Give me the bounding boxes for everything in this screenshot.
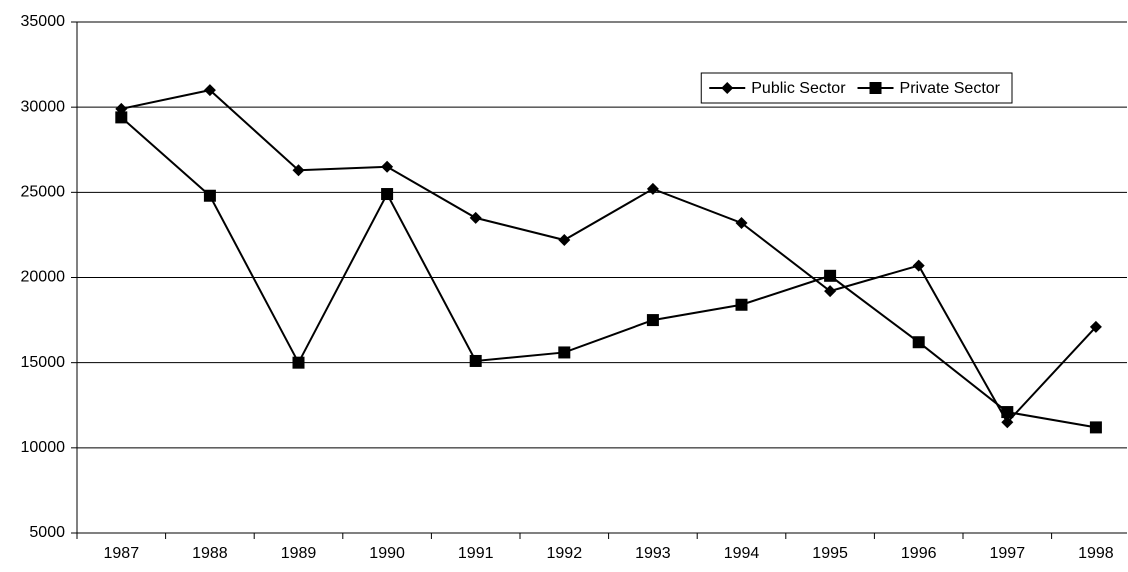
y-tick-label: 35000 <box>21 13 66 30</box>
x-tick-label: 1998 <box>1078 545 1114 562</box>
data-point <box>203 189 216 202</box>
data-point <box>646 182 659 195</box>
x-tick-label: 1991 <box>458 545 494 562</box>
x-tick-label: 1988 <box>192 545 228 562</box>
legend-marker <box>869 82 882 94</box>
x-tick-label: 1990 <box>369 545 405 562</box>
x-tick-label: 1989 <box>281 545 317 562</box>
data-point <box>735 298 748 311</box>
data-point <box>824 285 837 298</box>
y-tick-label: 5000 <box>29 524 65 541</box>
data-point <box>912 336 925 349</box>
x-tick-label: 1997 <box>990 545 1026 562</box>
data-point <box>1001 406 1014 419</box>
data-point <box>381 160 394 173</box>
data-point <box>824 269 837 282</box>
y-tick-label: 15000 <box>21 354 66 371</box>
y-tick-label: 30000 <box>21 98 66 115</box>
data-point <box>646 314 659 327</box>
legend-label: Public Sector <box>751 80 846 97</box>
x-tick-label: 1987 <box>104 545 140 562</box>
data-point <box>115 111 128 124</box>
data-point <box>912 259 925 272</box>
data-point <box>1089 421 1102 434</box>
data-point <box>292 164 305 177</box>
legend-marker <box>721 82 734 94</box>
y-tick-label: 20000 <box>21 269 66 286</box>
data-point <box>469 211 482 224</box>
x-tick-label: 1994 <box>724 545 760 562</box>
legend-box <box>700 72 1013 104</box>
legend: Public Sector Private Sector <box>700 72 1013 104</box>
x-tick-label: 1993 <box>635 545 671 562</box>
series-line <box>120 116 1097 429</box>
data-point <box>292 356 305 369</box>
x-tick-label: 1992 <box>547 545 583 562</box>
series-line <box>121 89 1097 424</box>
data-point <box>558 234 571 247</box>
y-tick-label: 10000 <box>21 439 66 456</box>
data-point <box>381 188 394 201</box>
data-point <box>203 84 216 97</box>
data-point <box>558 346 571 359</box>
x-tick-label: 1995 <box>812 545 848 562</box>
x-tick-label: 1996 <box>901 545 937 562</box>
data-point <box>1089 320 1102 333</box>
data-point <box>469 354 482 367</box>
data-point <box>735 216 748 229</box>
data-point <box>1001 416 1014 429</box>
y-tick-label: 25000 <box>21 184 66 201</box>
legend-label: Private Sector <box>900 80 1001 97</box>
